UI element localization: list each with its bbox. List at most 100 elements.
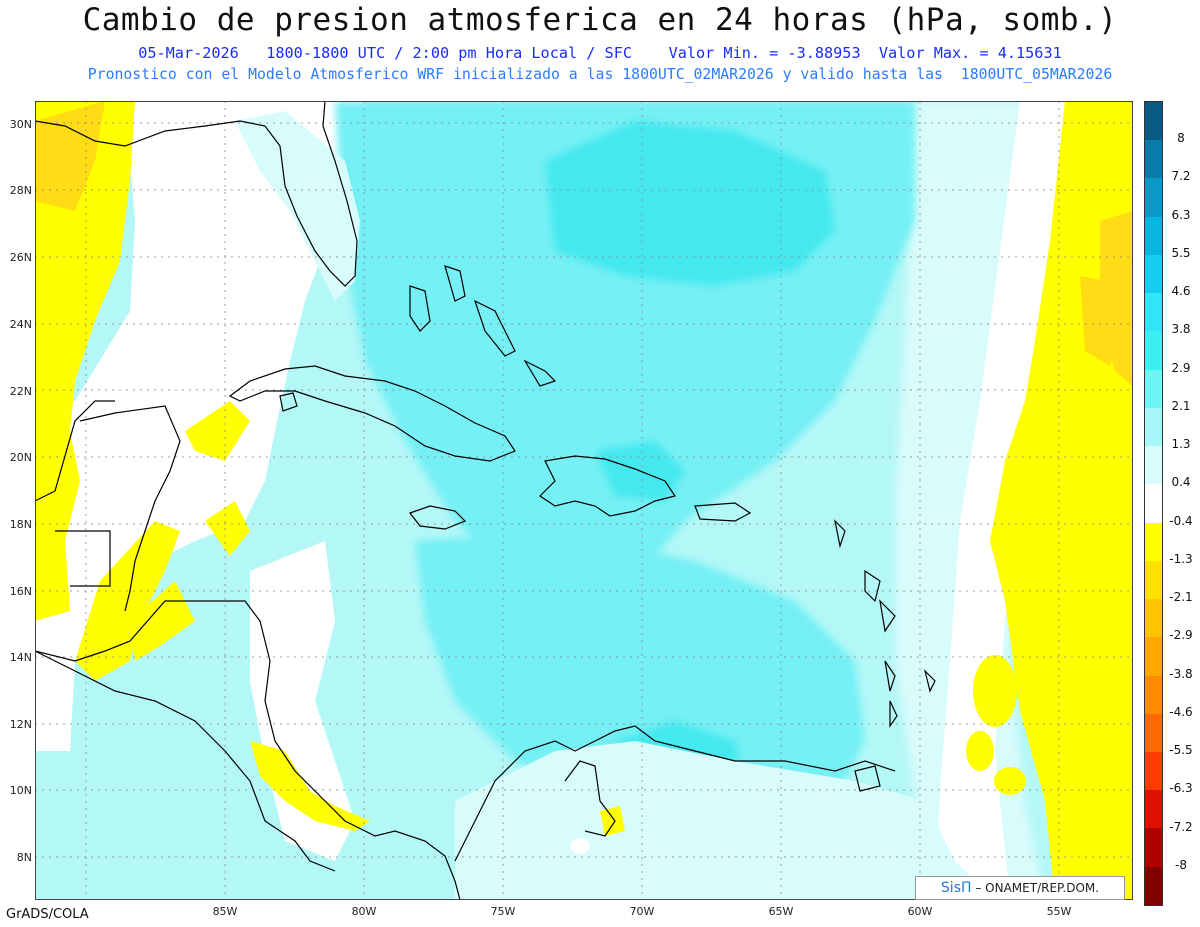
colorbar-label: -1.3: [1169, 551, 1193, 566]
colorbar-segment: [1145, 140, 1162, 179]
lon-label: 75W: [490, 905, 516, 918]
coast-antilles-4: [884, 660, 896, 692]
lat-label: 28N: [9, 184, 32, 197]
colorbar-segment: [1145, 178, 1162, 217]
colorbar-label: -2.1: [1169, 590, 1193, 605]
coast-bahamas-4: [523, 359, 557, 387]
colorbar-segment: [1145, 522, 1162, 561]
coast-maracaibo: [564, 760, 616, 837]
field-white-spot: [570, 838, 590, 854]
colorbar-label: 6.3: [1171, 207, 1191, 222]
lat-label: 26N: [9, 251, 32, 264]
coast-southam: [454, 725, 896, 862]
coast-centam-1: [35, 600, 461, 900]
colorbar-segment: [1145, 293, 1162, 332]
coast-hispaniola: [539, 455, 676, 517]
coast-antilles-2: [864, 569, 881, 603]
coast-yucatan: [79, 405, 181, 612]
field-yellow-bay: [185, 401, 250, 461]
colorbar-label: -5.5: [1169, 743, 1193, 758]
coast-antilles-5: [889, 700, 898, 728]
lat-label: 10N: [9, 784, 32, 797]
coastlines: [35, 101, 936, 900]
colorbar-segment: [1145, 599, 1162, 638]
field-yellow-maracaibo: [600, 806, 625, 836]
coast-trinidad: [854, 765, 881, 792]
colorbar-segment: [1145, 446, 1162, 485]
colorbar-label: 2.9: [1171, 360, 1191, 375]
model-init-line: Pronostico con el Modelo Atmosferico WRF…: [87, 66, 1113, 83]
coast-antilles-3: [879, 599, 896, 633]
lon-label: 80W: [351, 905, 377, 918]
coast-pacific: [35, 650, 336, 872]
colorbar-label: 4.6: [1171, 284, 1191, 299]
coast-gulf-north: [35, 120, 266, 147]
coast-isle-youth: [279, 392, 298, 412]
sispi-logo-text: SisΠ: [940, 880, 972, 896]
lon-label: 85W: [212, 905, 238, 918]
grid-lines: [35, 101, 1133, 900]
colorbar-segment: [1145, 751, 1162, 791]
lat-label: 16N: [9, 585, 32, 598]
credit-text: – ONAMET/REP.DOM.: [975, 881, 1100, 895]
field-cyan-strong-1: [545, 121, 835, 286]
colorbar-label: 5.5: [1171, 245, 1191, 260]
lat-label: 12N: [9, 718, 32, 731]
colorbar: [1144, 101, 1163, 906]
map-title: Cambio de presion atmosferica en 24 hora…: [82, 2, 1118, 38]
colorbar-label: 3.8: [1171, 322, 1191, 337]
colorbar-segment: [1145, 484, 1162, 523]
colorbar-label: -6.3: [1169, 781, 1193, 796]
colorbar-segment: [1145, 254, 1162, 294]
field-gold-nw: [35, 101, 105, 211]
colorbar-label: -3.8: [1169, 666, 1193, 681]
lat-label: 14N: [9, 651, 32, 664]
colorbar-segment: [1145, 369, 1162, 408]
coast-antilles-1: [834, 519, 846, 549]
colorbar-label: -4.6: [1169, 704, 1193, 719]
lat-label: 24N: [9, 318, 32, 331]
colorbar-label: 7.2: [1171, 169, 1191, 184]
colorbar-label: -2.9: [1169, 628, 1193, 643]
field-yellow-costa: [250, 741, 370, 831]
coast-bahamas-2: [444, 265, 466, 302]
lat-label: 22N: [9, 385, 32, 398]
forecast-date-line: 05-Mar-2026 1800-1800 UTC / 2:00 pm Hora…: [138, 44, 1062, 62]
lon-label: 55W: [1046, 905, 1072, 918]
colorbar-segment: [1145, 713, 1162, 752]
colorbar-label: 8: [1177, 131, 1185, 146]
lat-label: 20N: [9, 451, 32, 464]
colorbar-label: -7.2: [1169, 819, 1193, 834]
lon-label: 70W: [629, 905, 655, 918]
lat-label: 30N: [9, 118, 32, 131]
lon-label: 65W: [768, 905, 794, 918]
field-yellow-spot: [973, 655, 1017, 727]
coast-belize: [55, 530, 111, 587]
colorbar-label: 2.1: [1171, 398, 1191, 413]
coast-mexico-east: [35, 400, 115, 502]
field-cyan-caribbean: [415, 531, 865, 841]
coast-bahamas-3: [473, 299, 516, 357]
lon-label: 60W: [907, 905, 933, 918]
colorbar-segment: [1145, 866, 1162, 905]
field-yellow-spot: [966, 731, 994, 771]
credit-box: SisΠ – ONAMET/REP.DOM.: [915, 876, 1125, 900]
coast-cuba: [228, 365, 516, 462]
map-frame: [35, 101, 1133, 900]
colorbar-segment: [1145, 637, 1162, 676]
lat-label: 18N: [9, 518, 32, 531]
colorbar-segment: [1145, 790, 1162, 829]
coast-florida: [264, 101, 358, 287]
field-yellow-spot: [994, 767, 1026, 795]
pressure-change-map: [35, 101, 1133, 900]
colorbar-label: -8: [1175, 857, 1187, 872]
colorbar-segment: [1145, 216, 1162, 255]
colorbar-segment: [1145, 828, 1162, 867]
colorbar-segment: [1145, 560, 1162, 600]
lat-label: 8N: [16, 851, 32, 864]
field-gold-east-2: [1080, 276, 1120, 366]
field-florida: [235, 111, 360, 301]
colorbar-label: -0.4: [1169, 513, 1193, 528]
field-yellow-west: [35, 101, 135, 621]
coast-jamaica: [409, 505, 467, 530]
